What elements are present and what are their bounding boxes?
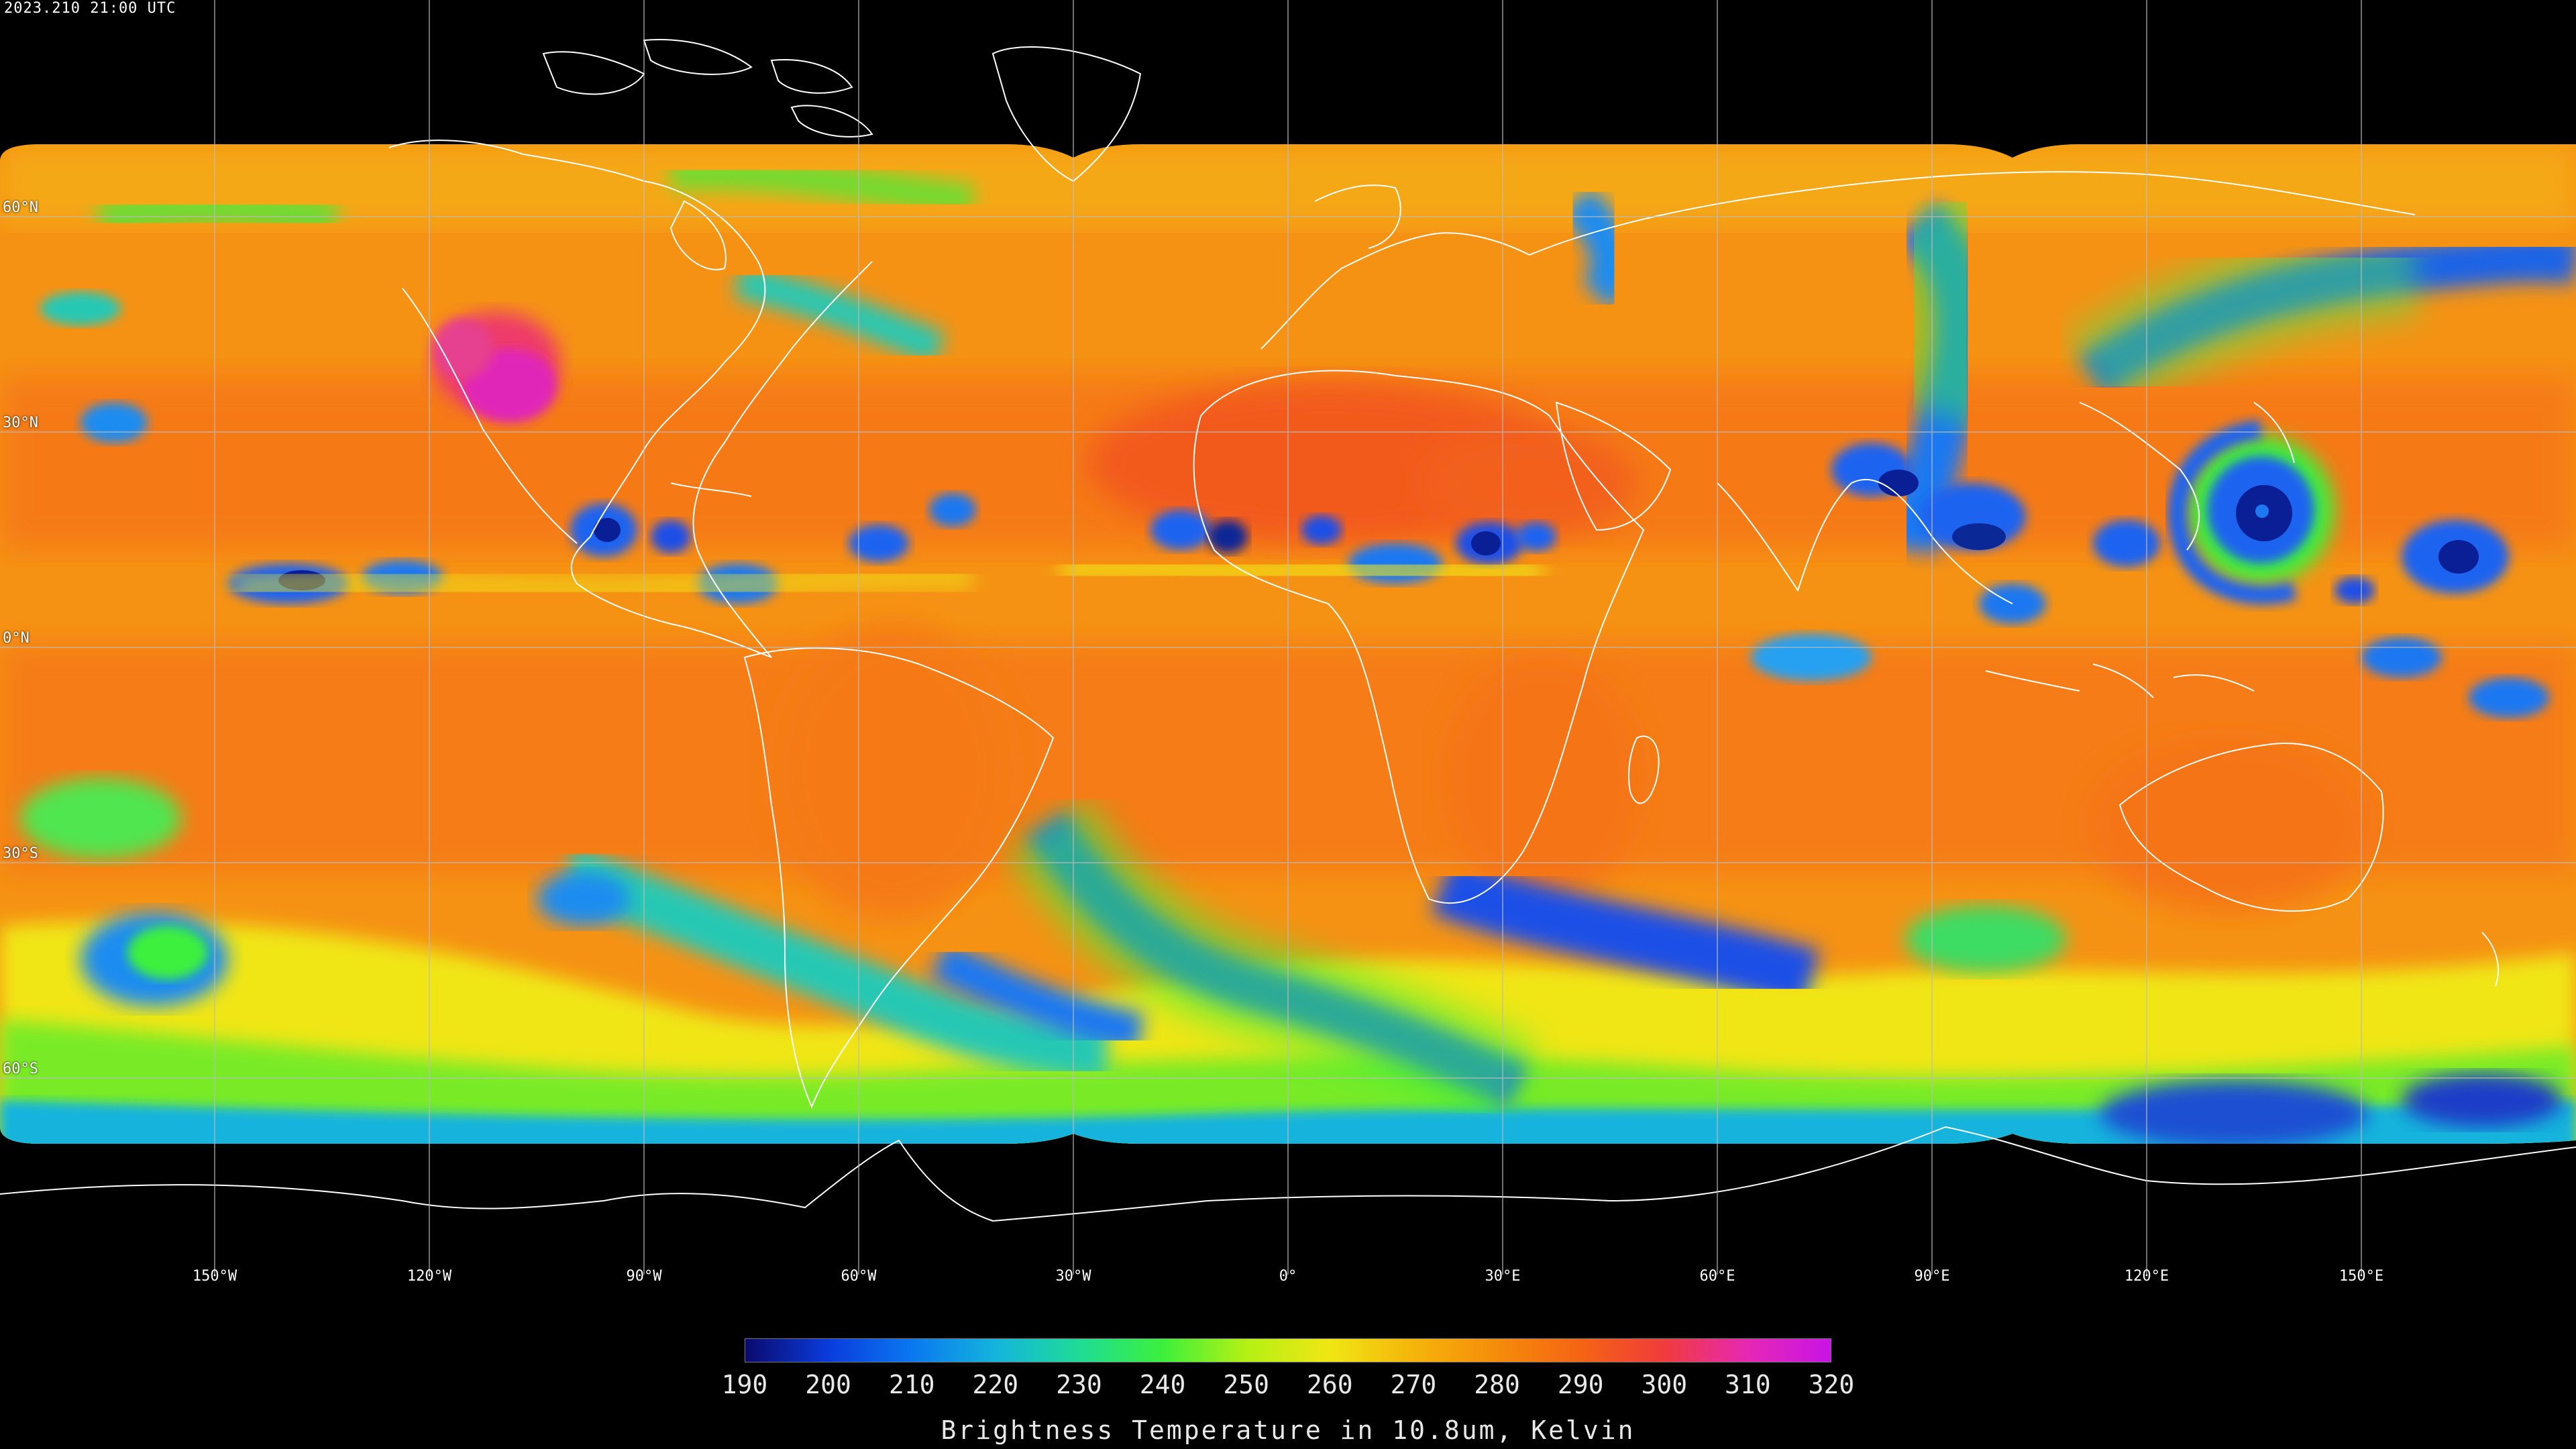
latitude-label: 30°S [3, 845, 38, 862]
colorbar-tick-label: 190 [721, 1370, 768, 1399]
colorbar-tick-label: 300 [1641, 1370, 1688, 1399]
colorbar [745, 1338, 1831, 1362]
colorbar-gradient [745, 1338, 1831, 1362]
colorbar-tick-label: 260 [1306, 1370, 1353, 1399]
brightness-temperature-map [0, 0, 2576, 1275]
colorbar-tick-label: 270 [1390, 1370, 1437, 1399]
colorbar-tick-label: 290 [1557, 1370, 1604, 1399]
coastlines [0, 39, 2576, 1222]
longitude-label: 0° [1279, 1268, 1297, 1285]
colorbar-tick-label: 280 [1474, 1370, 1520, 1399]
colorbar-tick-label: 210 [888, 1370, 935, 1399]
colorbar-tick-label: 230 [1056, 1370, 1102, 1399]
typhoon-spiral [2167, 420, 2334, 605]
lat-lon-grid [0, 0, 2576, 1275]
colorbar-title: Brightness Temperature in 10.8um, Kelvin [941, 1415, 1635, 1445]
colorbar-tick-label: 310 [1725, 1370, 1771, 1399]
latitude-label: 0°N [3, 630, 30, 647]
longitude-label: 150°W [192, 1268, 237, 1285]
longitude-label: 120°E [2124, 1268, 2169, 1285]
colorbar-tick-label: 200 [805, 1370, 851, 1399]
timestamp-label: 2023.210 21:00 UTC [4, 0, 176, 17]
colorbar-tick-label: 240 [1139, 1370, 1186, 1399]
colorbar-tick-label: 250 [1223, 1370, 1270, 1399]
longitude-label: 30°W [1055, 1268, 1091, 1285]
longitude-label: 90°W [626, 1268, 662, 1285]
colorbar-tick-label: 320 [1808, 1370, 1855, 1399]
latitude-label: 60°N [3, 199, 38, 216]
colorbar-tick-label: 220 [972, 1370, 1019, 1399]
longitude-label: 60°W [841, 1268, 877, 1285]
latitude-label: 60°S [3, 1061, 38, 1077]
longitude-label: 120°W [407, 1268, 452, 1285]
longitude-label: 90°E [1914, 1268, 1950, 1285]
longitude-label: 60°E [1699, 1268, 1735, 1285]
latitude-label: 30°N [3, 415, 38, 431]
longitude-label: 150°E [2339, 1268, 2384, 1285]
longitude-label: 30°E [1485, 1268, 1521, 1285]
